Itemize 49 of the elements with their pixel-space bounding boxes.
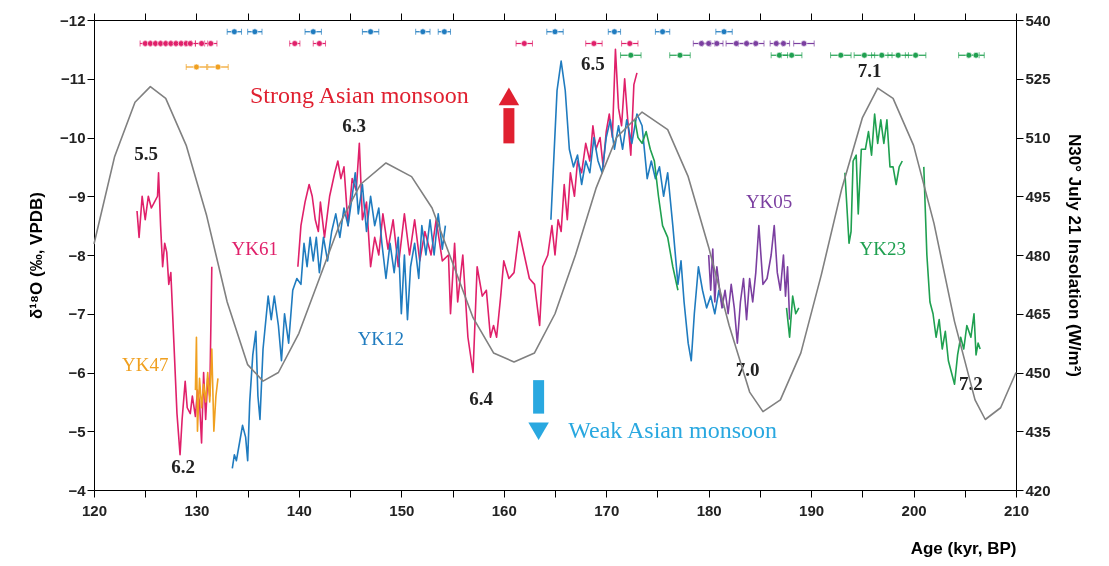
y2-tick-label: 480 (1025, 246, 1051, 264)
x-tick-label: 180 (696, 501, 722, 519)
y-tick-label: −11 (60, 70, 86, 88)
y2-tick-label: 510 (1025, 129, 1051, 146)
x-tick-label: 160 (491, 501, 517, 519)
annotation: 6.5 (581, 53, 605, 75)
series-label: YK47 (122, 353, 169, 375)
annotation: 5.5 (134, 142, 159, 164)
series-label: YK05 (745, 191, 793, 213)
annotation: 7.1 (857, 60, 882, 82)
y2-tick-label: 465 (1025, 305, 1051, 323)
annotation: 6.3 (342, 114, 367, 136)
x-tick-label: 210 (1003, 501, 1030, 519)
y-axis-title: δ¹⁸O (‰, VPDB) (27, 192, 47, 319)
y2-tick-label: 435 (1025, 422, 1051, 440)
series-label: YK61 (231, 238, 279, 260)
annotation: Weak Asian monsoon (568, 417, 778, 444)
series-label: YK12 (357, 328, 405, 350)
x-tick-label: 170 (594, 501, 620, 519)
y-tick-label: −7 (68, 305, 86, 323)
y-tick-label: −10 (60, 129, 86, 146)
x-tick-label: 140 (286, 501, 312, 519)
y-tick-label: −8 (68, 246, 86, 264)
line-series (194, 336, 219, 433)
y2-tick-label: 450 (1025, 364, 1051, 381)
annotation: 7.0 (735, 359, 760, 381)
y-tick-label: −4 (68, 481, 87, 499)
annotation: 6.4 (469, 387, 494, 409)
line-series (93, 85, 1017, 421)
y-tick-label: −5 (68, 422, 86, 440)
y2-tick-label: 495 (1025, 187, 1051, 205)
series-label: YK23 (859, 238, 907, 260)
x-tick-label: 130 (184, 501, 210, 519)
x-tick-label: 190 (799, 501, 825, 519)
y2-axis-title: N30° July 21 Insolation (W/m²) (1064, 134, 1084, 377)
annotation: Strong Asian monsoon (249, 82, 469, 109)
x-tick-label: 150 (389, 501, 415, 519)
y2-tick-label: 420 (1025, 481, 1051, 499)
y-tick-label: −6 (68, 364, 86, 381)
y-tick-label: −12 (60, 11, 86, 29)
y-tick-label: −9 (68, 187, 86, 205)
x-tick-label: 200 (901, 501, 927, 519)
line-series (707, 224, 791, 344)
y2-tick-label: 540 (1025, 11, 1051, 29)
x-tick-label: 120 (81, 501, 108, 519)
annotation: 6.2 (171, 455, 195, 477)
annotation: 7.2 (959, 373, 983, 395)
y2-tick-label: 525 (1025, 70, 1051, 88)
x-axis-title: Age (kyr, BP) (910, 538, 1017, 558)
